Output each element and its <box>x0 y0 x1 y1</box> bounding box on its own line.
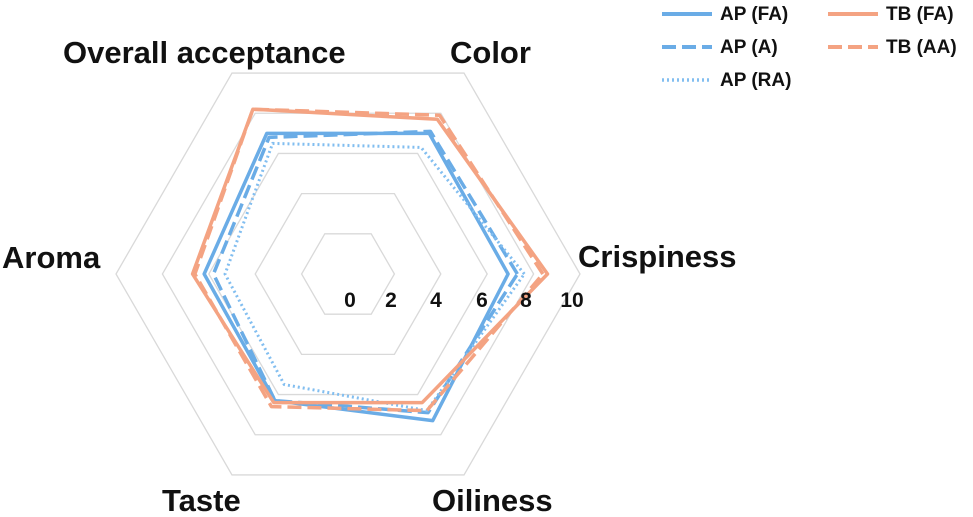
tick-label-0: 0 <box>344 289 356 312</box>
legend-item-ap-fa: AP (FA) <box>662 4 788 25</box>
tick-label-8: 8 <box>520 289 532 312</box>
legend-item-tb-aa: TB (AA) <box>828 37 957 58</box>
axis-label-oiliness: Oiliness <box>432 483 553 517</box>
legend-item-tb-fa: TB (FA) <box>828 4 954 25</box>
axis-label-taste: Taste <box>162 483 241 517</box>
legend-label-ap-fa: AP (FA) <box>720 4 788 25</box>
legend-label-ap-ra: AP (RA) <box>720 70 791 91</box>
grid-ring-4 <box>255 194 441 355</box>
legend-label-tb-aa: TB (AA) <box>886 37 957 58</box>
tick-label-6: 6 <box>476 289 488 312</box>
legend-item-ap-a: AP (A) <box>662 37 778 58</box>
legend-label-ap-a: AP (A) <box>720 37 778 58</box>
legend-label-tb-fa: TB (FA) <box>886 4 954 25</box>
tick-label-4: 4 <box>430 289 442 312</box>
axis-labels: Crispiness Color Overall acceptance Arom… <box>2 35 737 517</box>
axis-label-color: Color <box>450 35 531 70</box>
radar-series <box>193 109 548 420</box>
series-tb-aa <box>195 109 543 410</box>
series-ap-ra <box>225 143 524 410</box>
series-ap-a <box>213 131 517 412</box>
legend: AP (FA) AP (A) AP (RA) TB (FA) TB (AA) <box>662 4 957 91</box>
grid-ring-8 <box>162 113 533 434</box>
axis-label-overall-acceptance: Overall acceptance <box>63 35 346 70</box>
legend-item-ap-ra: AP (RA) <box>662 70 791 91</box>
tick-label-2: 2 <box>385 289 397 312</box>
axis-label-crispiness: Crispiness <box>578 239 737 274</box>
axis-label-aroma: Aroma <box>2 240 101 275</box>
radar-chart: Crispiness Color Overall acceptance Arom… <box>0 0 973 517</box>
series-ap-fa <box>204 133 508 420</box>
tick-label-10: 10 <box>560 289 583 312</box>
tick-labels: 0 2 4 6 8 10 <box>344 289 584 312</box>
